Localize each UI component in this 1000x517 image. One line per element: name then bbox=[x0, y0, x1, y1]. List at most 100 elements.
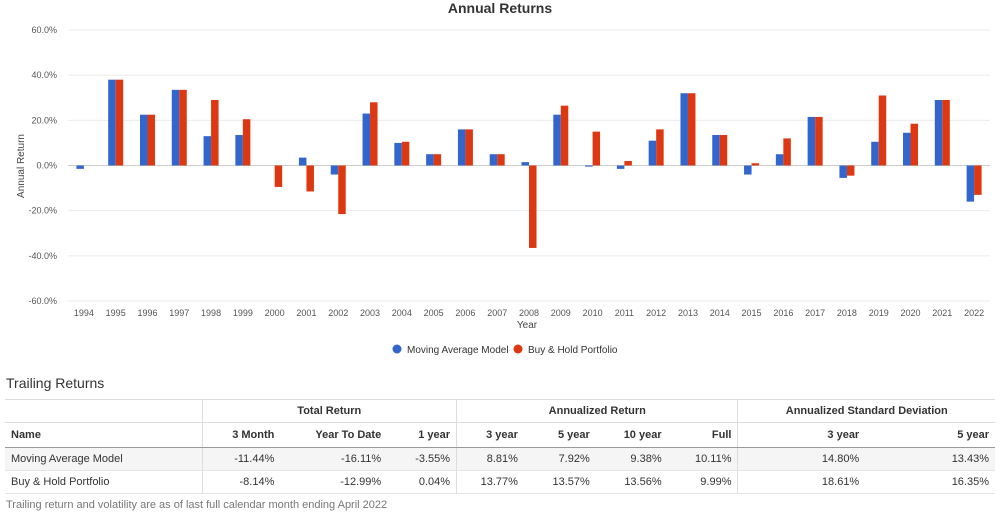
x-tick-label: 2002 bbox=[328, 308, 348, 318]
bar-moving-average-2010[interactable] bbox=[585, 165, 593, 167]
group-header-empty bbox=[5, 399, 203, 423]
bar-buy-hold-2019[interactable] bbox=[878, 95, 887, 166]
x-tick-label: 2007 bbox=[487, 308, 507, 318]
col-header-5-year: 5 year bbox=[523, 422, 596, 448]
bar-moving-average-2014[interactable] bbox=[712, 135, 720, 166]
x-tick-label: 2010 bbox=[583, 308, 603, 318]
x-tick-label: 2008 bbox=[519, 308, 539, 318]
bar-moving-average-2005[interactable] bbox=[426, 154, 434, 166]
y-tick-label: -60.0% bbox=[28, 296, 57, 306]
bar-buy-hold-1998[interactable] bbox=[211, 100, 219, 166]
row-name: Buy & Hold Portfolio bbox=[5, 470, 203, 494]
bar-moving-average-2003[interactable] bbox=[362, 113, 371, 166]
bar-moving-average-1994[interactable] bbox=[76, 165, 84, 169]
legend-item-moving-average[interactable]: Moving Average Model bbox=[392, 344, 509, 357]
bar-moving-average-2004[interactable] bbox=[394, 142, 402, 166]
cell-sd-5-year: 13.43% bbox=[865, 447, 995, 471]
cell-5-year: 13.57% bbox=[523, 470, 596, 494]
bar-moving-average-1999[interactable] bbox=[235, 135, 243, 166]
bars bbox=[76, 79, 982, 248]
bar-buy-hold-2012[interactable] bbox=[656, 129, 664, 166]
cell-1-year: -3.55% bbox=[387, 447, 457, 471]
bar-buy-hold-2003[interactable] bbox=[370, 102, 378, 166]
bar-moving-average-2019[interactable] bbox=[871, 141, 879, 166]
cell-ytd: -12.99% bbox=[280, 470, 388, 494]
y-tick-label: -20.0% bbox=[28, 206, 57, 216]
bar-buy-hold-2004[interactable] bbox=[401, 141, 410, 166]
bar-buy-hold-2017[interactable] bbox=[815, 116, 823, 166]
x-tick-label: 2001 bbox=[296, 308, 316, 318]
bar-buy-hold-2009[interactable] bbox=[560, 105, 569, 166]
bar-moving-average-2016[interactable] bbox=[775, 154, 784, 166]
bar-buy-hold-1999[interactable] bbox=[242, 119, 251, 166]
bar-buy-hold-2018[interactable] bbox=[846, 165, 855, 176]
cell-sd-3-year: 14.80% bbox=[737, 447, 866, 471]
chart-legend[interactable]: Moving Average Model Buy & Hold Portfoli… bbox=[392, 344, 618, 357]
bar-buy-hold-2006[interactable] bbox=[465, 129, 473, 166]
x-tick-label: 2018 bbox=[837, 308, 857, 318]
bar-buy-hold-1997[interactable] bbox=[179, 89, 187, 166]
bar-moving-average-2015[interactable] bbox=[744, 165, 752, 175]
bar-buy-hold-1996[interactable] bbox=[147, 114, 155, 166]
bar-moving-average-1997[interactable] bbox=[171, 89, 180, 166]
trailing-returns-title: Trailing Returns bbox=[6, 375, 105, 391]
cell-sd-5-year: 16.35% bbox=[865, 470, 995, 494]
col-header-sd-3-year: 3 year bbox=[737, 422, 866, 448]
bar-moving-average-2018[interactable] bbox=[839, 165, 847, 178]
y-axis-title: Annual Return bbox=[16, 134, 27, 198]
x-tick-label: 2009 bbox=[551, 308, 571, 318]
bar-buy-hold-2015[interactable] bbox=[751, 163, 760, 166]
table-header-row: Name 3 Month Year To Date 1 year 3 year … bbox=[5, 422, 995, 448]
bar-buy-hold-2016[interactable] bbox=[783, 138, 791, 166]
y-tick-label: 60.0% bbox=[31, 25, 57, 35]
bar-moving-average-2001[interactable] bbox=[298, 157, 307, 166]
bar-moving-average-1995[interactable] bbox=[108, 79, 116, 166]
bar-moving-average-2012[interactable] bbox=[648, 140, 657, 166]
bar-moving-average-2008[interactable] bbox=[521, 162, 530, 166]
legend-item-buy-hold[interactable]: Buy & Hold Portfolio bbox=[513, 344, 618, 357]
bar-moving-average-2021[interactable] bbox=[934, 100, 943, 166]
bar-moving-average-2009[interactable] bbox=[553, 114, 561, 166]
group-header-annualized-sd: Annualized Standard Deviation bbox=[737, 399, 995, 423]
bar-buy-hold-2001[interactable] bbox=[306, 165, 314, 192]
bar-moving-average-1998[interactable] bbox=[203, 136, 212, 166]
group-header-total-return: Total Return bbox=[201, 399, 457, 423]
x-tick-label: 2015 bbox=[742, 308, 762, 318]
bar-buy-hold-2021[interactable] bbox=[942, 100, 950, 166]
legend-dot-buy-hold bbox=[513, 344, 523, 354]
bar-buy-hold-2013[interactable] bbox=[687, 93, 696, 166]
x-tick-label: 2017 bbox=[805, 308, 825, 318]
bar-buy-hold-2002[interactable] bbox=[338, 165, 346, 215]
bar-moving-average-2007[interactable] bbox=[489, 154, 498, 166]
bar-moving-average-2006[interactable] bbox=[457, 129, 466, 166]
x-tick-label: 2005 bbox=[424, 308, 444, 318]
bar-moving-average-2013[interactable] bbox=[680, 93, 688, 166]
chart-title: Annual Returns bbox=[448, 0, 552, 16]
bar-buy-hold-2007[interactable] bbox=[497, 154, 505, 166]
col-header-1-year: 1 year bbox=[387, 422, 457, 448]
bar-buy-hold-2010[interactable] bbox=[592, 131, 601, 166]
bar-moving-average-2017[interactable] bbox=[807, 116, 816, 166]
bar-buy-hold-1995[interactable] bbox=[115, 79, 124, 166]
x-tick-label: 2004 bbox=[392, 308, 412, 318]
bar-moving-average-2002[interactable] bbox=[330, 165, 339, 175]
x-tick-label: 2006 bbox=[455, 308, 475, 318]
col-header-3-month: 3 Month bbox=[201, 422, 281, 448]
bar-buy-hold-2005[interactable] bbox=[433, 154, 442, 166]
x-axis-ticks: 1994 1995 1996 1997 1998 1999 2000 2001 2002 2003… bbox=[74, 308, 984, 318]
bar-buy-hold-2014[interactable] bbox=[719, 135, 728, 166]
cell-10-year: 13.56% bbox=[595, 470, 668, 494]
bar-moving-average-1996[interactable] bbox=[139, 114, 148, 166]
x-tick-label: 2013 bbox=[678, 308, 698, 318]
y-axis-ticks: 60.0% 40.0% 20.0% 0.0% -20.0% -40.0% -60.0% bbox=[28, 25, 57, 306]
bar-buy-hold-2020[interactable] bbox=[910, 123, 919, 166]
bar-buy-hold-2000[interactable] bbox=[274, 165, 283, 187]
cell-ytd: -16.11% bbox=[280, 447, 388, 471]
bar-moving-average-2022[interactable] bbox=[966, 165, 975, 202]
bar-buy-hold-2022[interactable] bbox=[974, 165, 982, 195]
bar-buy-hold-2011[interactable] bbox=[624, 160, 632, 166]
x-tick-label: 1995 bbox=[106, 308, 126, 318]
bar-moving-average-2011[interactable] bbox=[616, 165, 625, 169]
bar-buy-hold-2008[interactable] bbox=[529, 165, 537, 248]
bar-moving-average-2020[interactable] bbox=[903, 132, 911, 166]
